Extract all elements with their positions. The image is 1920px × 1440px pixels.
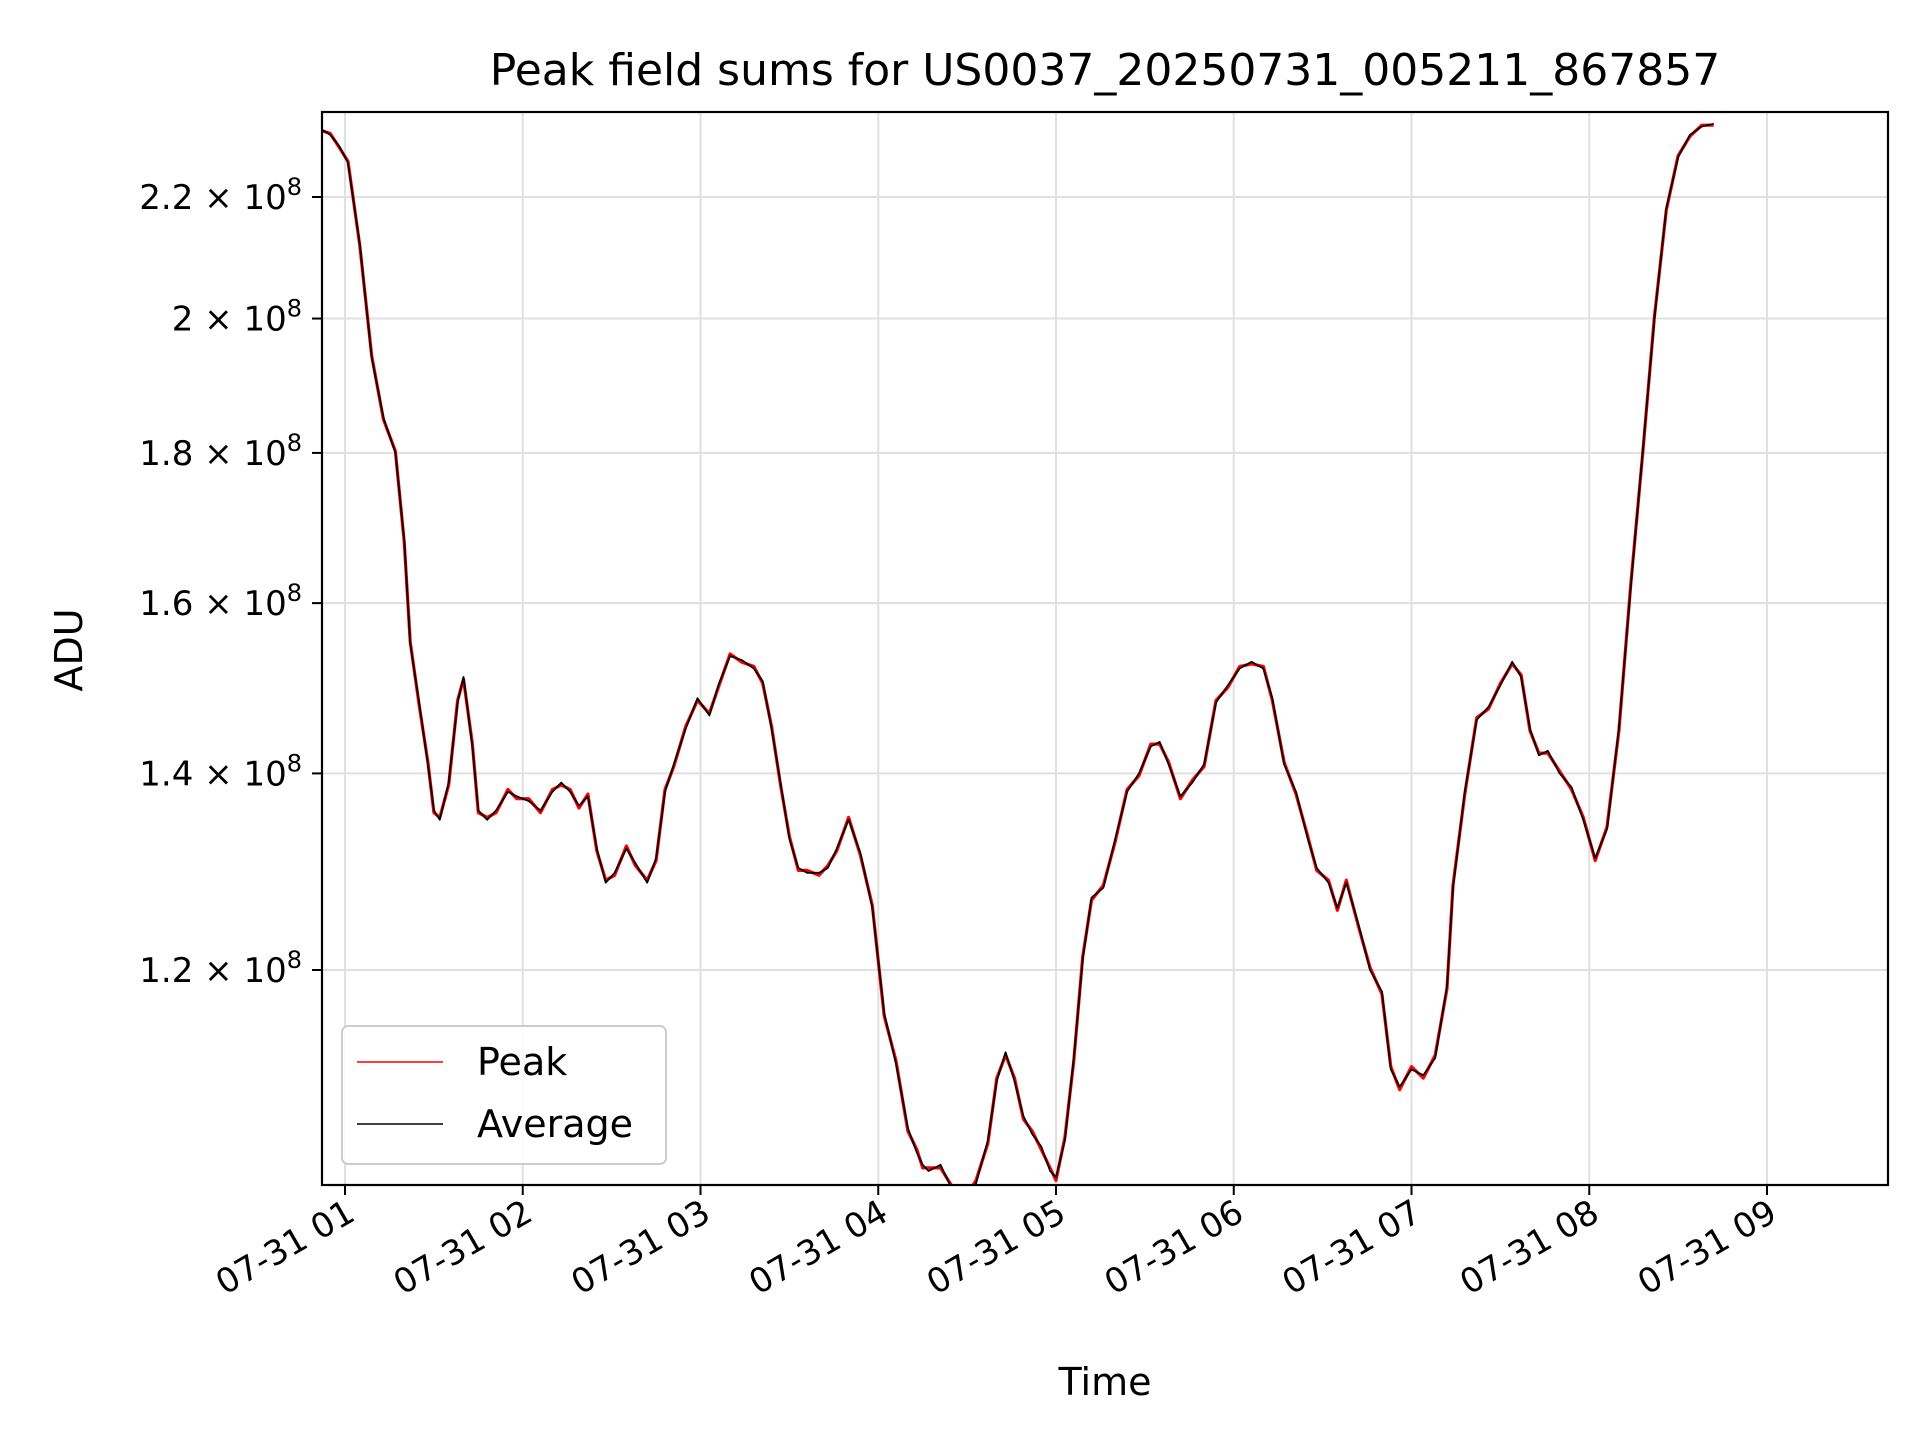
y-axis-label: ADU xyxy=(47,608,91,691)
y-tick-label: 1.6 × 108 xyxy=(139,579,302,624)
legend: Peak Average xyxy=(341,1025,667,1165)
chart-title: Peak field sums for US0037_20250731_0052… xyxy=(490,45,1720,96)
plot-frame xyxy=(320,110,1890,1187)
y-tick-label: 1.8 × 108 xyxy=(139,429,302,474)
series-layer xyxy=(322,122,1714,1185)
x-axis-label: Time xyxy=(1058,1360,1152,1404)
y-axis: 1.2 × 108 1.4 × 108 1.6 × 108 1.8 × 108 2 × … xyxy=(139,173,322,991)
y-tick-label: 1.2 × 108 xyxy=(139,946,302,991)
legend-box xyxy=(341,1025,667,1165)
y-tick-label: 2 × 108 xyxy=(172,295,302,340)
series-line-average xyxy=(322,122,1714,1185)
legend-label-peak: Peak xyxy=(477,1040,567,1084)
y-tick-label: 2.2 × 108 xyxy=(139,173,302,218)
legend-label-average: Average xyxy=(477,1102,633,1146)
y-tick-label: 1.4 × 108 xyxy=(139,749,302,794)
grid xyxy=(322,112,1888,1185)
